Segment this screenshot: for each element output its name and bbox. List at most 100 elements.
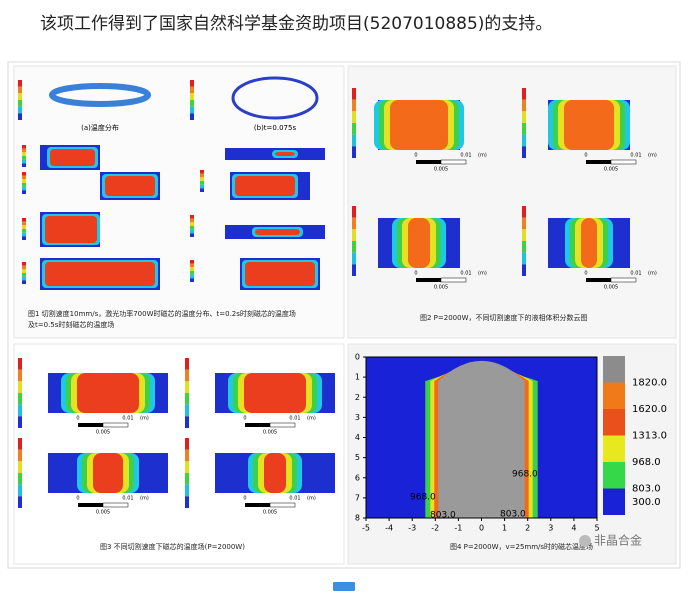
colorbar-seg bbox=[22, 280, 26, 284]
colorbar-seg bbox=[522, 123, 526, 135]
heat-band bbox=[245, 262, 315, 286]
heat-band bbox=[50, 149, 95, 166]
colorbar-seg bbox=[603, 356, 625, 383]
y-tick-label: 7 bbox=[355, 493, 360, 502]
fig1-panel bbox=[13, 65, 345, 339]
colorbar-seg bbox=[185, 393, 189, 405]
colorbar-seg bbox=[200, 188, 204, 192]
colorbar-seg bbox=[22, 148, 26, 153]
scale-bar bbox=[269, 422, 296, 428]
colorbar-seg bbox=[190, 222, 194, 226]
y-tick-label: 2 bbox=[355, 393, 360, 402]
colorbar-seg bbox=[22, 152, 26, 156]
contour-label: 968.0 bbox=[512, 470, 538, 480]
colorbar-seg bbox=[522, 252, 526, 265]
colorbar-seg bbox=[190, 86, 194, 94]
colorbar-seg bbox=[352, 134, 356, 147]
sub-caption: (a)温度分布 bbox=[81, 123, 119, 132]
scale-label: 0 bbox=[584, 153, 587, 159]
colorbar-seg bbox=[522, 217, 526, 230]
colorbar-seg bbox=[18, 100, 22, 107]
heat-band bbox=[390, 100, 448, 150]
colorbar-seg bbox=[190, 100, 194, 107]
x-tick-label: -2 bbox=[431, 524, 439, 533]
colorbar-seg bbox=[18, 484, 22, 497]
colorbar-seg bbox=[190, 271, 194, 275]
y-tick-label: 0 bbox=[355, 353, 360, 362]
colorbar-seg bbox=[200, 184, 204, 189]
scale-label: 0.01 bbox=[122, 416, 133, 422]
contour-label: 803.0 bbox=[430, 511, 456, 521]
heat-band bbox=[408, 218, 430, 268]
scale-label: 0 bbox=[76, 416, 79, 422]
colorbar-seg bbox=[190, 233, 194, 237]
colorbar-seg bbox=[18, 80, 22, 87]
colorbar-seg bbox=[18, 86, 22, 94]
colorbar-seg bbox=[190, 93, 194, 100]
colorbar-seg bbox=[22, 276, 26, 281]
scale-label: 0.005 bbox=[263, 430, 277, 436]
scale-label: 0.01 bbox=[460, 153, 471, 159]
colorbar-seg bbox=[18, 416, 22, 428]
scale-label: (m) bbox=[307, 496, 316, 502]
colorbar-seg bbox=[18, 358, 22, 370]
scale-label: 0.01 bbox=[630, 153, 641, 159]
ring bbox=[49, 83, 151, 107]
heat-band bbox=[45, 262, 155, 286]
fig1-caption: 及t=0.5s时刻磁芯的温度场 bbox=[28, 320, 114, 329]
colorbar-seg bbox=[22, 232, 26, 237]
watermark: 非晶合金 bbox=[594, 533, 642, 548]
colorbar-seg bbox=[185, 484, 189, 497]
fig1-caption: 图1 切割速度10mm/s，激光功率700W时磁芯的温度分布、t=0.2s时刻磁… bbox=[28, 309, 296, 318]
colorbar-seg bbox=[190, 229, 194, 234]
colorbar-seg bbox=[522, 134, 526, 147]
colorbar-label: 1620.0 bbox=[632, 404, 667, 415]
scale-label: 0.005 bbox=[96, 430, 110, 436]
colorbar-seg bbox=[200, 181, 204, 185]
colorbar-seg bbox=[185, 461, 189, 473]
colorbar-seg bbox=[352, 264, 356, 276]
scale-label: 0.005 bbox=[604, 167, 618, 173]
y-tick-label: 6 bbox=[355, 473, 360, 482]
colorbar-seg bbox=[18, 381, 22, 393]
heat-band bbox=[564, 100, 614, 150]
heat-band bbox=[105, 176, 155, 196]
colorbar-seg bbox=[190, 226, 194, 230]
scale-label: (m) bbox=[140, 416, 149, 422]
x-tick-label: 3 bbox=[548, 524, 553, 533]
colorbar-seg bbox=[352, 241, 356, 253]
colorbar-seg bbox=[352, 146, 356, 158]
colorbar-seg bbox=[22, 183, 26, 187]
colorbar-seg bbox=[18, 438, 22, 450]
scale-label: 0.01 bbox=[460, 271, 471, 277]
scale-label: 0 bbox=[584, 271, 587, 277]
colorbar-seg bbox=[22, 265, 26, 270]
scale-label: 0 bbox=[414, 153, 417, 159]
scale-bar bbox=[102, 422, 129, 428]
y-tick-label: 8 bbox=[355, 514, 360, 523]
scale-label: 0.005 bbox=[604, 285, 618, 291]
colorbar-seg bbox=[200, 170, 204, 174]
watermark-icon bbox=[579, 535, 591, 547]
colorbar-seg bbox=[185, 404, 189, 417]
colorbar-label: 1820.0 bbox=[632, 378, 667, 389]
colorbar-seg bbox=[22, 190, 26, 194]
x-tick-label: 1 bbox=[502, 524, 507, 533]
colorbar-seg bbox=[190, 274, 194, 279]
colorbar-seg bbox=[18, 106, 22, 114]
colorbar-seg bbox=[603, 462, 625, 489]
colorbar-seg bbox=[352, 206, 356, 218]
colorbar-label: 803.0 bbox=[632, 484, 661, 495]
colorbar-seg bbox=[522, 229, 526, 241]
colorbar-label: 968.0 bbox=[632, 457, 661, 468]
colorbar-seg bbox=[22, 163, 26, 167]
colorbar-label: 1313.0 bbox=[632, 431, 667, 442]
fig3-caption: 图3 不同切割速度下磁芯的温度场(P=2000W) bbox=[100, 542, 245, 551]
colorbar-seg bbox=[22, 229, 26, 233]
colorbar-seg bbox=[22, 221, 26, 226]
scale-label: 0 bbox=[243, 416, 246, 422]
colorbar-seg bbox=[190, 113, 194, 120]
colorbar-seg bbox=[22, 273, 26, 277]
colorbar-seg bbox=[190, 263, 194, 268]
